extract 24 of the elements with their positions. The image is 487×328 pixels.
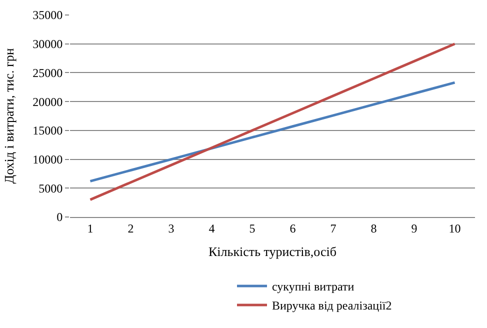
y-tick-label: 15000 bbox=[32, 124, 63, 138]
legend-label: сукупні витрати bbox=[272, 280, 355, 294]
x-tick-label: 2 bbox=[128, 221, 134, 236]
x-tick-label: 6 bbox=[290, 221, 296, 236]
y-tick-label: 5000 bbox=[38, 181, 63, 196]
y-tick-label: 35000 bbox=[32, 8, 63, 22]
x-tick-label: 9 bbox=[411, 221, 418, 236]
x-tick-label: 5 bbox=[249, 221, 256, 236]
x-tick-label: 4 bbox=[208, 221, 215, 236]
y-tick-label: 0 bbox=[56, 210, 63, 224]
y-tick-label: 20000 bbox=[32, 94, 63, 109]
legend-label: Виручка від реалізації2 bbox=[272, 298, 392, 313]
x-tick-label: 7 bbox=[330, 221, 336, 236]
y-axis-title: Дохід і витрати, тис. грн bbox=[2, 48, 17, 184]
y-tick-label: 30000 bbox=[32, 37, 63, 52]
line-series bbox=[89, 42, 456, 201]
x-tick-label: 8 bbox=[370, 221, 377, 236]
y-tick-label: 25000 bbox=[32, 66, 63, 80]
x-tick-label: 3 bbox=[168, 221, 174, 236]
y-tick-label: 10000 bbox=[32, 152, 63, 166]
x-tick-label: 1 bbox=[87, 221, 94, 236]
line-series bbox=[89, 81, 456, 182]
x-axis-title: Кількість туристів,осіб bbox=[208, 244, 337, 259]
x-tick-label: 10 bbox=[448, 221, 461, 236]
